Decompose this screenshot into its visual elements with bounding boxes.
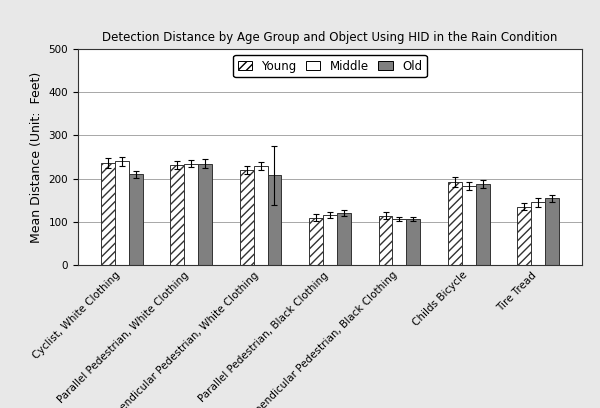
Bar [392, 219, 406, 265]
Bar [268, 175, 281, 265]
Bar [240, 170, 254, 265]
Bar [101, 163, 115, 265]
Bar [517, 207, 532, 265]
Bar [545, 198, 559, 265]
Bar [406, 219, 420, 265]
Bar [532, 202, 545, 265]
Bar [448, 182, 462, 265]
Bar [184, 164, 198, 265]
Bar [476, 184, 490, 265]
Bar [170, 165, 184, 265]
Title: Detection Distance by Age Group and Object Using HID in the Rain Condition: Detection Distance by Age Group and Obje… [103, 31, 557, 44]
Bar [309, 217, 323, 265]
Bar [198, 164, 212, 265]
Bar [128, 174, 143, 265]
Bar [323, 215, 337, 265]
Bar [337, 213, 351, 265]
Bar [379, 216, 392, 265]
Bar [115, 162, 128, 265]
Bar [462, 186, 476, 265]
Legend: Young, Middle, Old: Young, Middle, Old [233, 55, 427, 77]
Y-axis label: Mean Distance (Unit:  Feet): Mean Distance (Unit: Feet) [30, 71, 43, 243]
Bar [254, 166, 268, 265]
